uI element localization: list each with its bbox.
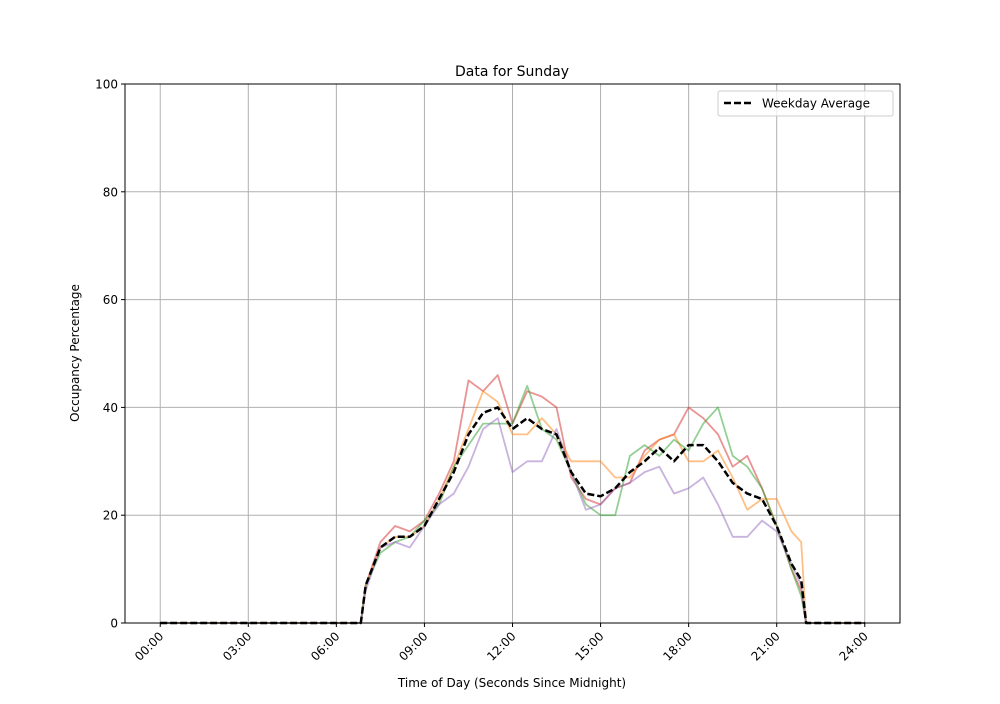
x-tick-label: 18:00 (660, 629, 694, 663)
y-tick-label: 60 (103, 293, 118, 307)
series-line-2 (160, 384, 865, 624)
x-axis: 00:00 03:00 06:00 09:00 12:00 15:00 18:00 21:00… (132, 623, 871, 664)
legend-label-weekday-average: Weekday Average (762, 97, 870, 111)
y-axis-label: Occupancy Percentage (68, 284, 82, 422)
grid (125, 83, 900, 624)
legend: Weekday Average (717, 90, 894, 117)
x-tick-label: 21:00 (748, 629, 782, 663)
x-tick-label: 12:00 (484, 629, 518, 663)
y-tick-label: 20 (103, 509, 118, 523)
series-line-weekday-average (160, 406, 865, 625)
y-axis: 0 20 40 60 80 100 (95, 78, 125, 631)
legend-box (717, 90, 894, 117)
y-tick-label: 0 (110, 617, 118, 631)
x-tick-label: 09:00 (396, 629, 430, 663)
x-tick-label: 24:00 (837, 629, 871, 663)
series-line-0 (160, 374, 865, 624)
x-tick-label: 03:00 (220, 629, 254, 663)
x-axis-label: Time of Day (Seconds Since Midnight) (397, 676, 626, 690)
y-tick-label: 100 (95, 78, 118, 92)
x-tick-label: 15:00 (572, 629, 606, 663)
chart-title: Data for Sunday (455, 64, 569, 80)
y-tick-label: 40 (103, 401, 118, 415)
x-tick-label: 00:00 (132, 629, 166, 663)
y-tick-label: 80 (103, 185, 118, 199)
x-tick-label: 06:00 (308, 629, 342, 663)
series-line-3 (160, 417, 865, 624)
series-lines (160, 374, 865, 625)
